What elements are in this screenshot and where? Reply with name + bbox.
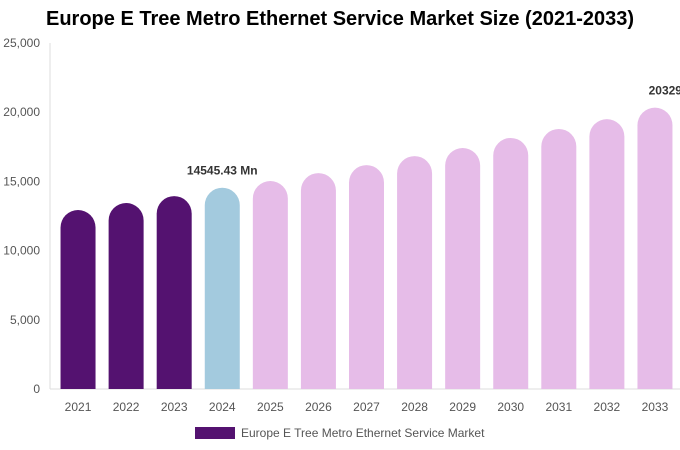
x-tick-label: 2025 [257, 400, 284, 414]
y-tick-label: 5,000 [10, 313, 40, 327]
bar-2022 [108, 202, 144, 389]
y-tick-label: 20,000 [3, 105, 40, 119]
x-tick-label: 2029 [449, 400, 476, 414]
x-tick-label: 2032 [594, 400, 621, 414]
data-label: 14545.43 Mn [187, 164, 258, 178]
x-tick-label: 2027 [353, 400, 380, 414]
x-tick-label: 2033 [642, 400, 669, 414]
y-tick-label: 25,000 [3, 36, 40, 50]
bar-2030 [493, 137, 529, 389]
bar-2028 [397, 156, 433, 389]
y-tick-label: 15,000 [3, 174, 40, 188]
y-tick-label: 0 [33, 382, 40, 396]
x-tick-label: 2031 [545, 400, 572, 414]
bar-2023 [156, 196, 192, 389]
bar-2025 [252, 180, 288, 389]
bar-2029 [445, 148, 481, 389]
x-tick-label: 2028 [401, 400, 428, 414]
legend-label: Europe E Tree Metro Ethernet Service Mar… [241, 426, 485, 440]
legend-swatch [195, 427, 235, 439]
bar-2021 [60, 210, 96, 389]
bar-2032 [589, 119, 625, 390]
bar-2033 [637, 107, 673, 390]
x-tick-label: 2024 [209, 400, 236, 414]
bar-2027 [349, 165, 384, 389]
bar-2026 [300, 173, 336, 389]
chart-title: Europe E Tree Metro Ethernet Service Mar… [45, 8, 635, 30]
legend: Europe E Tree Metro Ethernet Service Mar… [195, 426, 484, 440]
x-tick-label: 2021 [65, 400, 92, 414]
data-label: 20329.20 Mn [649, 84, 680, 98]
x-tick-label: 2022 [113, 400, 140, 414]
bar-2024 [204, 187, 240, 389]
x-tick-label: 2030 [497, 400, 524, 414]
y-tick-label: 10,000 [3, 244, 40, 258]
x-tick-label: 2026 [305, 400, 332, 414]
x-tick-label: 2023 [161, 400, 188, 414]
bar-2031 [541, 128, 577, 389]
